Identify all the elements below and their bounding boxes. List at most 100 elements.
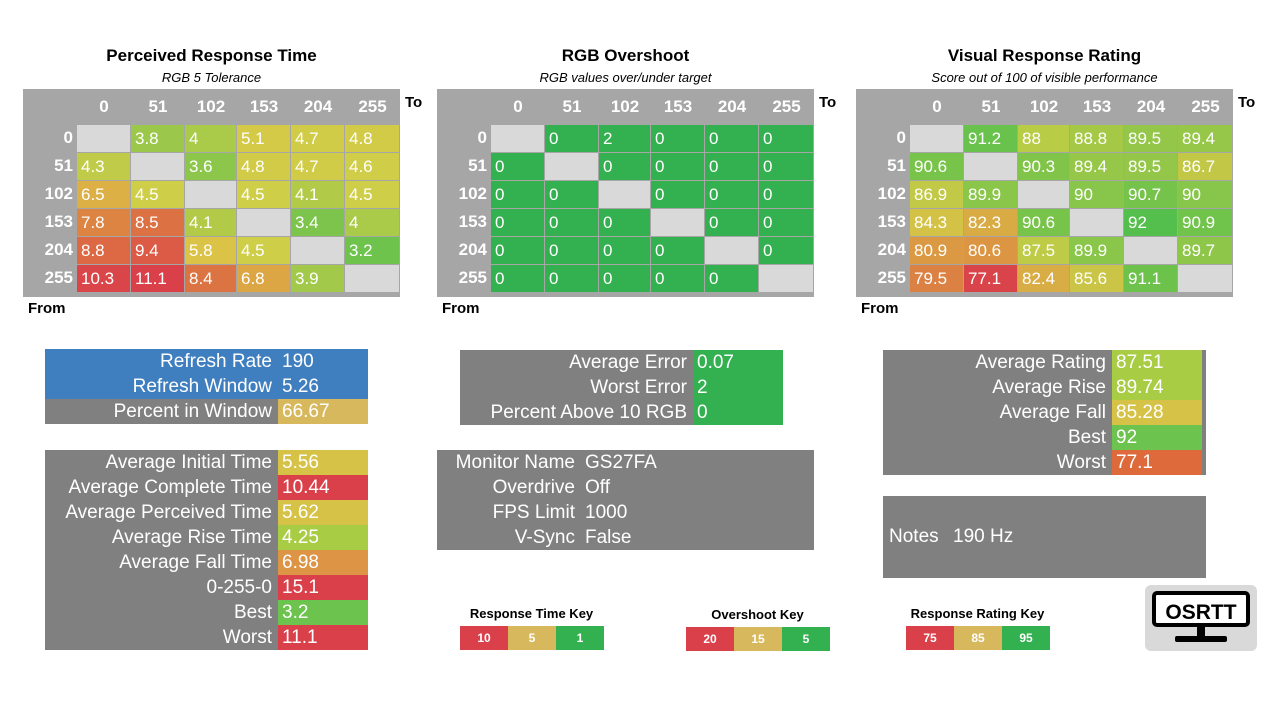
heatmap-cell: 4.7 xyxy=(291,125,345,153)
chart-subtitle-rating: Score out of 100 of visible performance xyxy=(931,70,1158,85)
panel-value: 87.51 xyxy=(1112,350,1202,375)
panel-row: Percent Above 10 RGB 0 xyxy=(460,400,783,425)
panel-row: Worst 77.1 xyxy=(883,450,1206,475)
heatmap-cell: 4.5 xyxy=(131,181,185,209)
chart-title-overshoot: RGB Overshoot xyxy=(561,46,690,65)
overshoot-key: 20 15 5 xyxy=(686,627,830,651)
key-swatch: 1 xyxy=(556,626,604,650)
panel-value: Off xyxy=(585,477,610,498)
panel-row: Refresh Window 5.26 xyxy=(45,374,368,399)
key-swatch: 85 xyxy=(954,626,1002,650)
column-header: 153 xyxy=(1082,97,1112,116)
heatmap-cell: 0 xyxy=(545,237,599,265)
panel-value: 3.2 xyxy=(278,600,368,625)
panel-label: Worst Error xyxy=(590,377,687,398)
heatmap-cell: 89.4 xyxy=(1070,153,1124,181)
heatmap-cell: 90.6 xyxy=(1018,209,1070,237)
panel-label: Refresh Rate xyxy=(160,351,272,372)
heatmap-cell: 0 xyxy=(545,181,599,209)
diagonal-cell xyxy=(291,237,345,265)
heatmap-cell: 0 xyxy=(651,237,705,265)
row-header: 255 xyxy=(458,268,487,287)
heatmap-cell: 0 xyxy=(651,181,705,209)
panel-label: Average Fall Time xyxy=(119,552,272,573)
chart-subtitle-response: RGB 5 Tolerance xyxy=(161,70,262,85)
panel-value: 5.26 xyxy=(282,376,319,397)
column-header: 102 xyxy=(1029,97,1059,116)
panel-row: V-Sync False xyxy=(437,525,814,550)
axis-from-label-response: From xyxy=(28,300,66,317)
heatmap-cell: 0 xyxy=(599,209,651,237)
heatmap-cell: 89.5 xyxy=(1124,125,1178,153)
key-swatch: 5 xyxy=(508,626,556,650)
heatmap-cell: 89.9 xyxy=(1070,237,1124,265)
key-swatch: 5 xyxy=(782,627,830,651)
heatmap-cell: 4.6 xyxy=(345,153,400,181)
row-header: 204 xyxy=(44,240,73,259)
heatmap-cell: 88.8 xyxy=(1070,125,1124,153)
heatmap-cell: 87.5 xyxy=(1018,237,1070,265)
refresh-panel: Refresh Rate 190 Refresh Window 5.26 Percent… xyxy=(45,349,368,424)
heatmap-cell: 6.8 xyxy=(237,265,291,293)
diagonal-cell xyxy=(1070,209,1124,237)
heatmap-cell: 8.5 xyxy=(131,209,185,237)
heatmap-cell: 82.4 xyxy=(1018,265,1070,293)
notes-panel: Notes 190 Hz xyxy=(883,496,1206,578)
column-header: 255 xyxy=(358,97,387,116)
panel-row: Monitor Name GS27FA xyxy=(437,450,814,475)
panel-label: Best xyxy=(233,602,272,623)
heatmap-cell: 4.5 xyxy=(237,237,291,265)
heatmap-cell: 0 xyxy=(491,265,545,293)
diagonal-cell xyxy=(491,125,545,153)
heatmap-cell: 0 xyxy=(705,209,759,237)
diagonal-cell xyxy=(964,153,1018,181)
heatmap-cell: 2 xyxy=(599,125,651,153)
heatmap-cell: 0 xyxy=(545,125,599,153)
panel-label: FPS Limit xyxy=(492,502,575,523)
diagonal-cell xyxy=(910,125,964,153)
heatmap-cell: 82.3 xyxy=(964,209,1018,237)
panel-row: Best 92 xyxy=(883,425,1206,450)
panel-row: Worst Error 2 xyxy=(460,375,783,400)
panel-value: 92 xyxy=(1112,425,1202,450)
heatmap-cell: 89.7 xyxy=(1178,237,1233,265)
overshoot-error-panel: Average Error 0.07 Worst Error 2 Percent Abo… xyxy=(460,350,783,425)
heatmap-cell: 0 xyxy=(599,265,651,293)
column-header: 0 xyxy=(932,97,942,116)
panel-label: Percent Above 10 RGB xyxy=(490,402,687,423)
panel-value: 89.74 xyxy=(1112,375,1202,400)
panel-label: Worst xyxy=(222,627,272,648)
column-header: 0 xyxy=(513,97,523,116)
panel-value: 0 xyxy=(693,400,783,425)
axis-from-label-rating: From xyxy=(861,300,899,317)
panel-label: V-Sync xyxy=(514,527,575,548)
panel-value: 66.67 xyxy=(278,399,368,424)
response-time-key-title: Response Time Key xyxy=(469,606,594,621)
heatmap-cell: 90.7 xyxy=(1124,181,1178,209)
heatmap-cell: 80.6 xyxy=(964,237,1018,265)
heatmap-cell: 5.8 xyxy=(185,237,237,265)
heatmap-overshoot: 0 0 51 51 102 102 153 153 204 204 255 255 0 2 0 0 0 0 0 0 0 0… xyxy=(437,89,814,297)
row-header: 51 xyxy=(54,156,73,175)
panel-value: 6.98 xyxy=(278,550,368,575)
diagonal-cell xyxy=(1018,181,1070,209)
diagonal-cell xyxy=(651,209,705,237)
panel-value: 190 xyxy=(282,351,314,372)
heatmap-cell: 84.3 xyxy=(910,209,964,237)
panel-row: Overdrive Off xyxy=(437,475,814,500)
heatmap-cell: 80.9 xyxy=(910,237,964,265)
column-header: 255 xyxy=(1191,97,1220,116)
heatmap-cell: 3.2 xyxy=(345,237,400,265)
chart-title-response: Perceived Response Time xyxy=(106,46,317,65)
heatmap-cell: 10.3 xyxy=(77,265,131,293)
panel-label: Worst xyxy=(1056,452,1106,473)
panel-label: Average Rise xyxy=(992,377,1106,398)
diagonal-cell xyxy=(1124,237,1178,265)
heatmap-cell: 91.2 xyxy=(964,125,1018,153)
heatmap-cell: 5.1 xyxy=(237,125,291,153)
diagonal-cell xyxy=(345,265,400,293)
heatmap-cell: 0 xyxy=(491,181,545,209)
heatmap-cell: 89.5 xyxy=(1124,153,1178,181)
column-header: 102 xyxy=(610,97,640,116)
panel-value: 77.1 xyxy=(1112,450,1202,475)
